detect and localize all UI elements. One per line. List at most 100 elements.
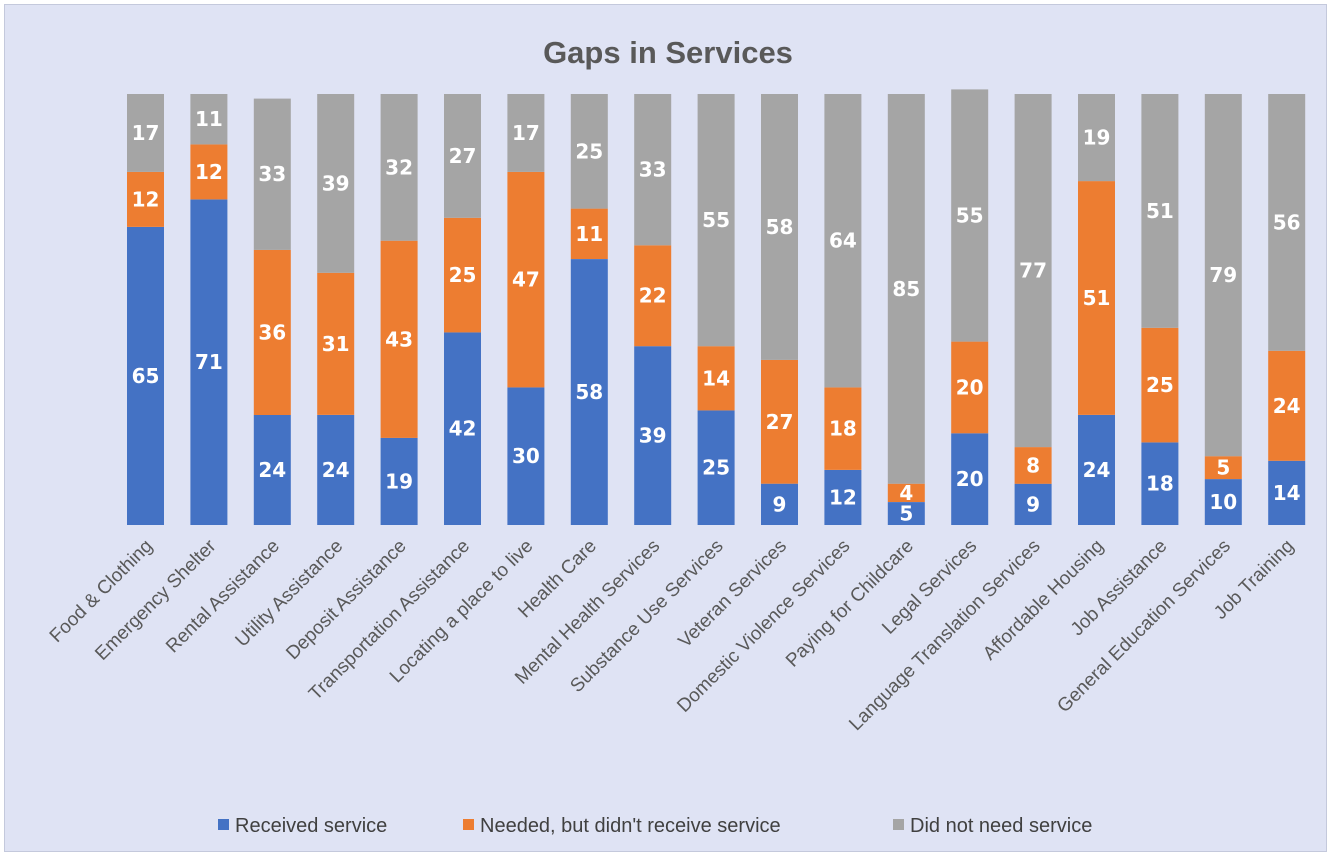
data-label-11-1: 18: [829, 417, 857, 441]
bar-segment-15-0: [1078, 415, 1115, 525]
data-label-6-2: 17: [512, 121, 540, 145]
legend-label-1: Needed, but didn't receive service: [480, 815, 781, 837]
data-label-1-0: 71: [195, 350, 223, 374]
data-label-18-0: 14: [1273, 481, 1301, 505]
bar-segment-16-2: [1141, 94, 1179, 328]
data-label-1-2: 11: [195, 107, 223, 131]
data-label-9-0: 25: [702, 456, 730, 480]
data-label-13-0: 20: [956, 467, 984, 491]
data-label-16-2: 51: [1146, 199, 1174, 223]
bar-segment-14-0: [1014, 483, 1052, 525]
data-label-9-2: 55: [702, 208, 730, 232]
data-label-14-1: 8: [1026, 453, 1040, 477]
bar-segment-13-2: [951, 89, 989, 342]
bar-segment-7-2: [570, 94, 608, 209]
bar-segment-10-2: [761, 94, 798, 360]
bar-segment-18-0: [1268, 460, 1306, 525]
legend: Received service Needed, but didn't recei…: [218, 815, 1092, 837]
data-label-4-1: 43: [385, 327, 413, 351]
bar-segment-17-2: [1204, 94, 1242, 457]
data-label-3-0: 24: [322, 458, 350, 482]
bar-segment-5-0: [444, 332, 481, 525]
data-label-3-1: 31: [322, 332, 350, 356]
bar-segment-12-2: [887, 94, 925, 484]
data-label-6-1: 47: [512, 268, 540, 292]
bar-segment-16-1: [1141, 327, 1179, 443]
bar-segment-7-0: [570, 259, 608, 525]
data-label-8-2: 33: [639, 158, 667, 182]
bar-segment-15-1: [1078, 181, 1115, 415]
bar-segment-8-1: [634, 245, 672, 347]
data-label-9-1: 14: [702, 366, 730, 390]
data-label-2-2: 33: [258, 162, 286, 186]
bar-segment-5-1: [444, 217, 481, 333]
category-label-10: Veteran Services: [675, 536, 791, 652]
data-label-1-1: 12: [195, 160, 223, 184]
category-label-4: Deposit Assistance: [282, 536, 410, 664]
data-label-15-0: 24: [1083, 458, 1111, 482]
legend-swatch-0: [218, 819, 229, 830]
data-label-10-1: 27: [766, 410, 794, 434]
bar-segment-1-2: [190, 94, 228, 145]
data-label-7-1: 11: [575, 222, 603, 246]
bar-segment-7-1: [570, 208, 608, 259]
bar-segment-10-1: [761, 359, 798, 484]
bar-segment-13-0: [951, 433, 989, 525]
bar-segment-3-1: [317, 272, 355, 415]
data-label-0-1: 12: [132, 188, 160, 212]
legend-label-2: Did not need service: [910, 815, 1092, 837]
bar-segment-11-1: [824, 387, 862, 470]
data-label-12-0: 5: [899, 502, 913, 526]
legend-swatch-2: [893, 819, 904, 830]
bar-segment-18-2: [1268, 94, 1306, 351]
bar-segment-16-0: [1141, 442, 1179, 525]
data-label-15-2: 19: [1083, 126, 1111, 150]
bar-segment-9-1: [697, 346, 735, 411]
data-label-10-2: 58: [766, 215, 794, 239]
data-label-16-1: 25: [1146, 373, 1174, 397]
data-label-0-2: 17: [132, 121, 160, 145]
data-label-5-2: 27: [449, 144, 477, 168]
bar-segment-17-0: [1204, 479, 1242, 525]
bar-segment-1-0: [190, 199, 228, 525]
bars-group: 6512177112112436332431391943324225273047…: [127, 89, 1306, 526]
data-label-13-2: 55: [956, 204, 984, 228]
category-label-1: Emergency Shelter: [91, 535, 221, 665]
bar-segment-14-2: [1014, 94, 1052, 448]
bar-segment-14-1: [1014, 447, 1052, 484]
data-label-6-0: 30: [512, 444, 540, 468]
data-label-11-2: 64: [829, 229, 857, 253]
data-label-7-2: 25: [575, 139, 603, 163]
legend-swatch-1: [463, 819, 474, 830]
data-label-0-0: 65: [132, 364, 160, 388]
data-label-17-1: 5: [1216, 456, 1230, 480]
data-label-8-1: 22: [639, 284, 667, 308]
bar-segment-12-0: [887, 502, 925, 525]
data-label-12-2: 85: [892, 277, 920, 301]
bar-segment-6-1: [507, 171, 545, 388]
data-label-18-1: 24: [1273, 394, 1301, 418]
data-label-14-0: 9: [1026, 492, 1040, 516]
data-label-10-0: 9: [773, 492, 787, 516]
bar-segment-9-0: [697, 410, 735, 525]
data-label-15-1: 51: [1083, 286, 1111, 310]
data-label-11-0: 12: [829, 486, 857, 510]
bar-segment-13-1: [951, 341, 989, 434]
data-label-2-0: 24: [258, 458, 286, 482]
data-label-4-0: 19: [385, 469, 413, 493]
category-label-15: Affordable Housing: [979, 536, 1108, 665]
bar-segment-9-2: [697, 94, 735, 347]
data-label-17-0: 10: [1209, 490, 1237, 514]
data-label-7-0: 58: [575, 380, 603, 404]
bar-segment-17-1: [1204, 456, 1242, 480]
bar-segment-3-2: [317, 94, 355, 273]
bar-segment-10-0: [761, 483, 798, 525]
data-label-16-0: 18: [1146, 472, 1174, 496]
data-label-2-1: 36: [258, 320, 286, 344]
data-label-18-2: 56: [1273, 210, 1301, 234]
bar-segment-6-2: [507, 94, 545, 172]
bar-segment-8-0: [634, 346, 672, 525]
bar-segment-6-0: [507, 387, 545, 525]
